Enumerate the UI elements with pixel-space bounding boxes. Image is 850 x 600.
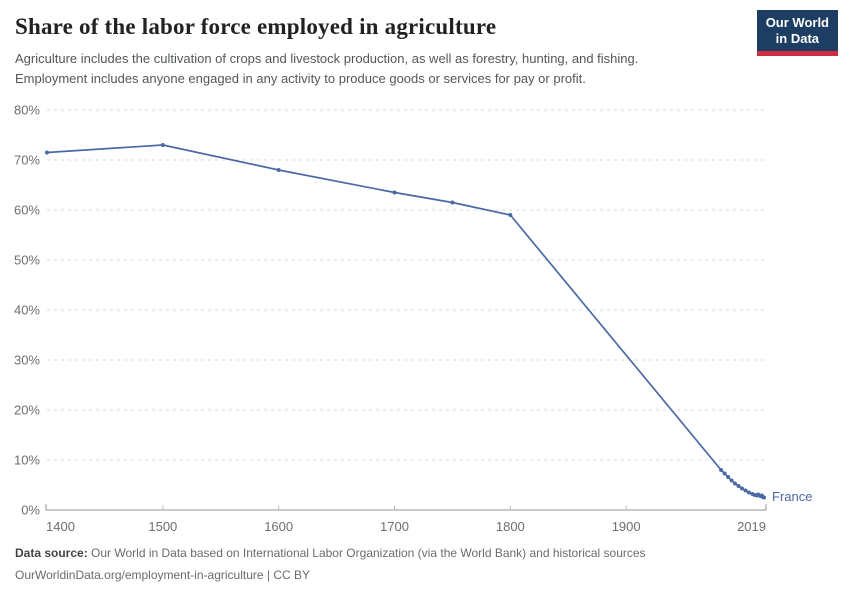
y-tick-label: 80% xyxy=(14,103,40,118)
y-tick-label: 0% xyxy=(21,503,40,518)
entity-label: France xyxy=(772,489,812,504)
data-point[interactable] xyxy=(450,200,455,205)
y-tick-label: 10% xyxy=(14,453,40,468)
x-tick-label: 1400 xyxy=(46,519,75,534)
x-tick-label: 2019 xyxy=(737,519,766,534)
data-point[interactable] xyxy=(508,213,513,217)
y-tick-label: 30% xyxy=(14,353,40,368)
x-tick-label: 1600 xyxy=(264,519,293,534)
chart-url-link[interactable]: OurWorldinData.org/employment-in-agricul… xyxy=(15,568,264,582)
data-point[interactable] xyxy=(45,150,49,155)
data-point[interactable] xyxy=(762,495,766,500)
owid-logo-text: Our World xyxy=(765,15,829,30)
x-tick-label: 1500 xyxy=(148,519,177,534)
owid-logo[interactable]: Our World in Data xyxy=(756,10,838,56)
data-point[interactable] xyxy=(160,143,165,147)
license-line: OurWorldinData.org/employment-in-agricul… xyxy=(15,564,835,586)
chart-footer: Data source: Our World in Data based on … xyxy=(15,542,835,586)
separator: | xyxy=(266,568,271,582)
subtitle-line: Employment includes anyone engaged in an… xyxy=(15,71,586,86)
data-point[interactable] xyxy=(740,486,744,491)
data-point[interactable] xyxy=(719,468,724,472)
subtitle-line: Agriculture includes the cultivation of … xyxy=(15,51,639,66)
data-point[interactable] xyxy=(392,190,397,195)
y-tick-label: 20% xyxy=(14,403,40,418)
data-point[interactable] xyxy=(746,490,751,495)
data-point[interactable] xyxy=(733,481,737,486)
x-tick-label: 1900 xyxy=(612,519,641,534)
data-source-text: Our World in Data based on International… xyxy=(91,546,646,560)
data-point[interactable] xyxy=(729,478,734,483)
y-tick-label: 40% xyxy=(14,303,40,318)
y-tick-label: 70% xyxy=(14,153,40,168)
owid-logo-text: in Data xyxy=(775,31,820,46)
series-line[interactable] xyxy=(46,144,765,499)
chart-subtitle: Agriculture includes the cultivation of … xyxy=(15,49,835,89)
chart-header: Share of the labor force employed in agr… xyxy=(15,14,835,89)
x-axis-line xyxy=(45,504,767,511)
data-point[interactable] xyxy=(726,475,731,479)
data-point[interactable] xyxy=(722,471,727,476)
chart-title: Share of the labor force employed in agr… xyxy=(15,14,497,39)
data-source-line: Data source: Our World in Data based on … xyxy=(15,542,835,564)
data-source-label: Data source: xyxy=(15,546,88,560)
x-tick-label: 1800 xyxy=(496,519,525,534)
x-tick-label: 1700 xyxy=(380,519,409,534)
data-point[interactable] xyxy=(736,484,741,488)
y-tick-label: 60% xyxy=(14,203,40,218)
data-point[interactable] xyxy=(276,168,281,172)
y-tick-label: 50% xyxy=(14,253,40,268)
license-link[interactable]: CC BY xyxy=(273,568,311,582)
data-point[interactable] xyxy=(743,488,748,493)
